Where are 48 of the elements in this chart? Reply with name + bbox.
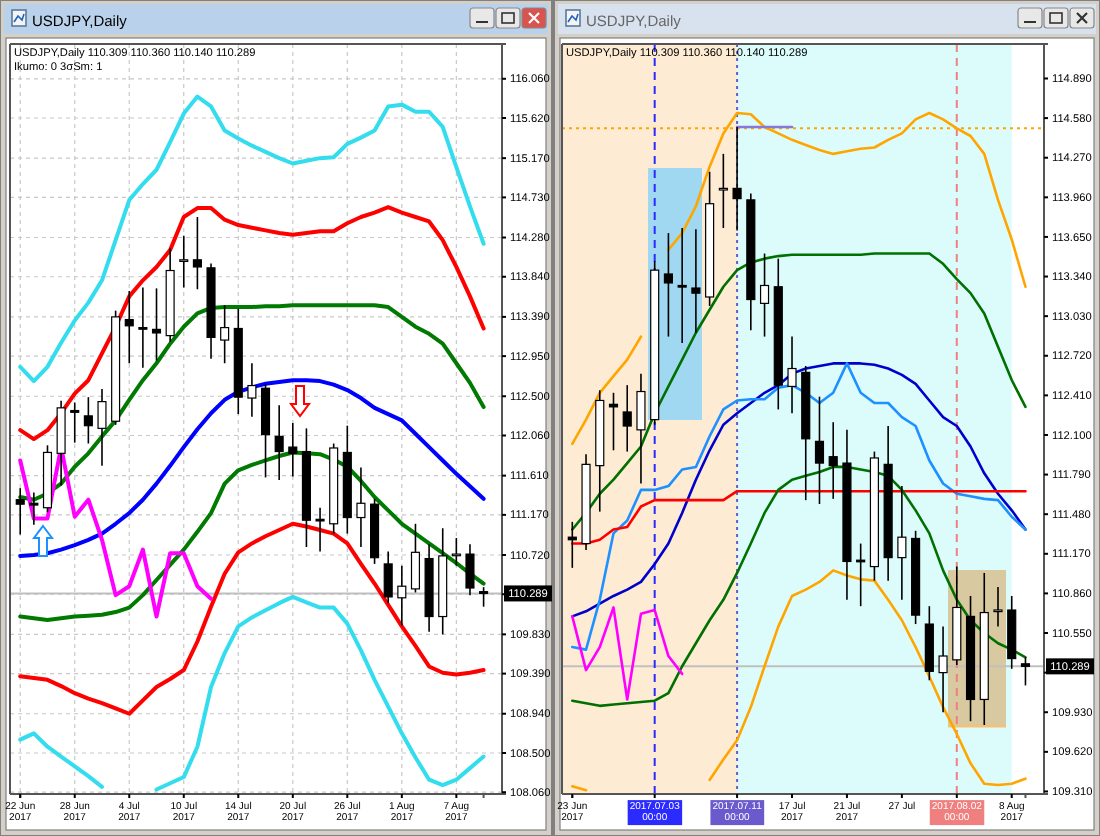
candlestick: [924, 605, 934, 682]
candlestick: [383, 550, 393, 604]
candlestick: [70, 401, 80, 444]
candlestick: [814, 395, 825, 505]
line-series: [18, 521, 486, 716]
candlestick: [993, 586, 1003, 628]
line-series: [571, 252, 1027, 531]
candlestick: [410, 522, 421, 594]
line-series: [571, 489, 1027, 545]
candlestick: [260, 382, 271, 479]
line-series: [18, 94, 486, 384]
candlestick: [247, 362, 257, 418]
candlestick: [1020, 656, 1031, 687]
candlestick: [759, 252, 770, 338]
candlestick: [356, 466, 366, 548]
candlestick: [274, 404, 284, 481]
candlestick: [897, 485, 907, 601]
candlestick: [138, 286, 148, 369]
candlestick: [288, 422, 298, 478]
candlestick: [124, 290, 134, 365]
candlestick: [315, 506, 325, 553]
candlestick: [465, 543, 475, 596]
candlestick: [397, 564, 407, 627]
candlestick: [828, 421, 838, 500]
candlestick: [691, 228, 701, 334]
candlestick: [718, 153, 728, 229]
candlestick: [787, 335, 797, 415]
line-series: [571, 606, 684, 701]
candlestick: [938, 625, 948, 714]
candlestick: [732, 126, 742, 232]
candlestick: [622, 384, 632, 453]
candlestick: [97, 388, 107, 467]
candlestick: [15, 487, 25, 536]
candlestick: [83, 396, 93, 445]
candlestick: [151, 287, 162, 362]
candlestick: [220, 304, 230, 365]
candlestick: [636, 372, 646, 485]
candlestick: [663, 232, 674, 338]
candlestick: [192, 216, 202, 291]
candlestick: [608, 392, 619, 452]
candlestick: [179, 234, 189, 289]
candlestick: [56, 399, 66, 487]
candlestick: [479, 586, 489, 608]
line-series: [18, 378, 486, 558]
candlestick: [677, 227, 687, 344]
line-series: [18, 303, 486, 502]
candlestick: [451, 537, 461, 567]
candlestick: [29, 491, 39, 526]
